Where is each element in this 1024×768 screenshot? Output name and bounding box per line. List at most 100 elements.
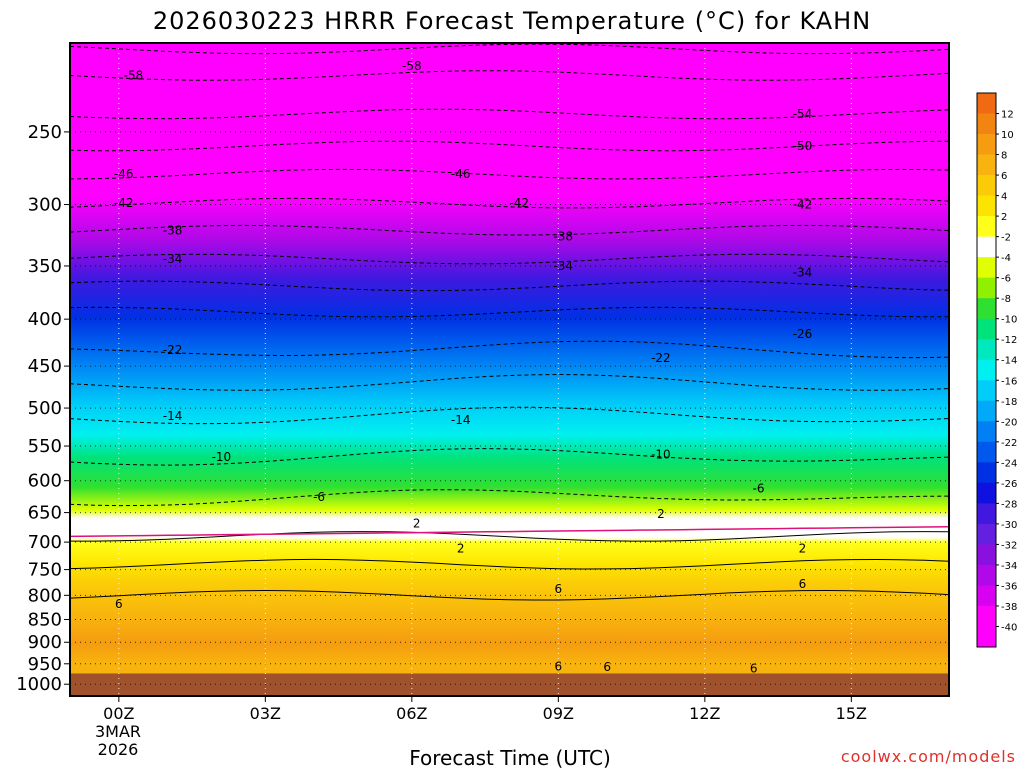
contour-labels: -58 -58 -54 -50 -46 -46 -42 -42 -42 -38 -38 -34 -34 -… [114,59,812,675]
y-tick-label: 1000 [16,674,62,695]
colorbar-swatch [977,93,996,114]
colorbar-label: -18 [1001,397,1017,408]
colorbar-swatch [977,523,996,545]
colorbar-swatch [977,380,996,402]
colorbar-swatch [977,585,996,607]
colorbar-label: -28 [1001,499,1017,510]
colorbar-label: 4 [1001,192,1007,203]
temperature-field [70,43,949,696]
contour-label: -42 [114,196,134,210]
colorbar-swatch [977,359,996,381]
time-axis: 00Z 03Z 06Z 09Z 12Z 15Z [103,696,867,723]
colorbar-label: -38 [1001,602,1017,613]
colorbar-label: -26 [1001,479,1017,490]
contour-label: -10 [212,450,232,464]
colorbar-label: -36 [1001,581,1017,592]
colorbar-frame [976,92,997,648]
contour-label: -38 [163,223,183,237]
contour-label: -58 [402,59,422,73]
y-tick-label: 650 [28,503,62,524]
colorbar-swatch [977,298,996,320]
contour-label: -14 [163,409,183,423]
colorbar-swatch [977,318,996,340]
contour-label: -46 [114,167,134,181]
y-tick-label: 550 [28,436,62,457]
colorbar-swatch [977,626,996,648]
x-tick-label: 06Z [396,704,427,723]
contour-label: -58 [124,69,144,83]
contour-label: -54 [793,107,813,121]
colorbar-swatch [977,154,996,176]
freezing-line [70,525,949,538]
colorbar: 12 10 8 6 4 2 -2 -4 -6 -8 -10 -12 -14 -16 -18 -20 -22 -24… [976,92,1017,648]
x-axis-title: Forecast Time (UTC) [409,746,611,768]
colorbar-swatch [977,605,996,627]
contour-label: -42 [793,198,813,212]
colorbar-swatch [977,277,996,299]
contour-label: -22 [651,351,671,365]
y-tick-label: 450 [28,356,62,377]
contour-label: 6 [115,597,123,611]
contour-label: -22 [163,343,183,357]
contour-label: -38 [553,229,573,243]
contour-label: 6 [603,660,611,674]
contour-label: 2 [457,541,465,555]
colorbar-swatch [977,421,996,443]
colorbar-swatch [977,400,996,422]
colorbar-label: 10 [1001,130,1014,141]
colorbar-label: -20 [1001,417,1017,428]
colorbar-label: 12 [1001,110,1014,121]
colorbar-label: -16 [1001,376,1017,387]
colorbar-swatch [977,236,996,258]
isotherm-line [70,558,949,570]
colorbar-swatch [977,113,996,135]
contour-label: -34 [553,259,573,273]
colorbar-swatch [977,216,996,237]
colorbar-swatch [977,257,996,278]
contour-label: -42 [509,196,529,210]
colorbar-label: -12 [1001,335,1017,346]
date-line-2: 2026 [98,740,139,759]
y-tick-label: 250 [28,122,62,143]
colorbar-swatch [977,544,996,566]
y-tick-label: 300 [28,195,62,216]
contour-label: 2 [657,507,665,521]
x-tick-label: 00Z [103,704,134,723]
y-tick-label: 400 [28,309,62,330]
contour-label: -34 [793,266,813,280]
contour-label: 6 [555,582,563,596]
contour-label: -46 [451,167,471,181]
colorbar-swatch [977,195,996,217]
contour-label: -6 [753,482,765,496]
colorbar-swatch [977,339,996,361]
contour-label: 2 [799,541,807,555]
colorbar-label: -8 [1001,294,1011,305]
contour-label: 6 [799,577,807,591]
colorbar-swatch [977,482,996,504]
colorbar-label: -30 [1001,520,1017,531]
contour-label: -10 [651,448,671,462]
colorbar-label: -40 [1001,622,1017,633]
y-tick-label: 800 [28,585,62,606]
colorbar-swatch [977,134,996,155]
colorbar-label: -34 [1001,561,1017,572]
y-tick-label: 900 [28,632,62,653]
contour-label: 6 [555,659,563,673]
colorbar-swatch [977,503,996,525]
x-tick-label: 09Z [543,704,574,723]
y-tick-label: 350 [28,256,62,277]
isotherm-line [70,589,949,601]
contour-label: 2 [413,516,421,530]
date-line-1: 3MAR [95,722,141,741]
pressure-axis: 2503003504004505005506006507007508008509… [16,122,70,695]
source-credit: coolwx.com/models [841,747,1016,766]
colorbar-label: -24 [1001,458,1017,469]
contour-label: -34 [163,252,183,266]
colorbar-label: -32 [1001,540,1017,551]
plot-frame [69,42,950,697]
colorbar-swatch [977,462,996,484]
contour-label: -6 [313,490,325,504]
isotherm-line [70,531,949,542]
x-tick-label: 03Z [250,704,281,723]
